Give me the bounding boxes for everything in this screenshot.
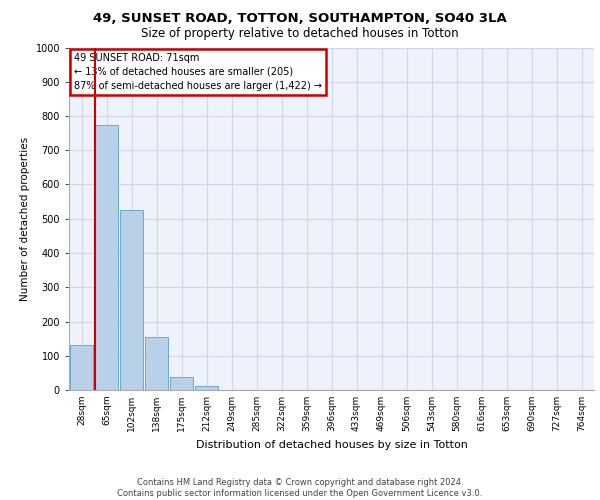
- Bar: [70, 346, 93, 390]
- Text: 49 SUNSET ROAD: 71sqm
← 13% of detached houses are smaller (205)
87% of semi-det: 49 SUNSET ROAD: 71sqm ← 13% of detached …: [74, 52, 322, 90]
- Y-axis label: Number of detached properties: Number of detached properties: [20, 136, 30, 301]
- X-axis label: Distribution of detached houses by size in Totton: Distribution of detached houses by size …: [196, 440, 467, 450]
- Bar: [170, 378, 193, 390]
- Text: Size of property relative to detached houses in Totton: Size of property relative to detached ho…: [141, 28, 459, 40]
- Text: Contains HM Land Registry data © Crown copyright and database right 2024.
Contai: Contains HM Land Registry data © Crown c…: [118, 478, 482, 498]
- Bar: [120, 210, 143, 390]
- Bar: [195, 386, 218, 390]
- Bar: [145, 337, 168, 390]
- Text: 49, SUNSET ROAD, TOTTON, SOUTHAMPTON, SO40 3LA: 49, SUNSET ROAD, TOTTON, SOUTHAMPTON, SO…: [93, 12, 507, 26]
- Bar: [95, 124, 118, 390]
